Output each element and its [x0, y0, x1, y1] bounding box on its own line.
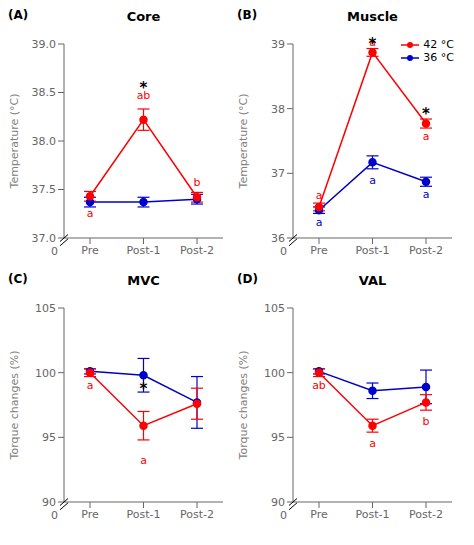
svg-text:Post-1: Post-1: [356, 508, 390, 521]
html-text:36 °C: 36 °C: [423, 51, 454, 64]
svg-text:Post-2: Post-2: [180, 508, 214, 521]
svg-text:a: a: [369, 174, 376, 187]
svg-text:105: 105: [264, 302, 285, 315]
svg-text:Post-2: Post-2: [409, 244, 443, 257]
svg-text:a: a: [316, 189, 323, 202]
svg-text:36: 36: [271, 232, 285, 245]
svg-text:38: 38: [271, 103, 285, 116]
svg-text:Pre: Pre: [310, 244, 328, 257]
svg-text:b: b: [423, 415, 430, 428]
svg-text:38.0: 38.0: [32, 135, 57, 148]
html-text:Core: Core: [126, 9, 161, 24]
svg-text:Post-2: Post-2: [180, 244, 214, 257]
svg-text:Pre: Pre: [81, 244, 99, 257]
html-text:(A): (A): [8, 8, 29, 22]
svg-text:*: *: [369, 35, 377, 53]
svg-text:Torque changes (%): Torque changes (%): [8, 351, 21, 461]
svg-text:a: a: [423, 188, 430, 201]
html-text:0: 0: [280, 509, 287, 522]
html-text:0: 0: [51, 245, 58, 258]
svg-text:Pre: Pre: [81, 508, 99, 521]
svg-text:a: a: [87, 207, 94, 220]
html-text:(C): (C): [8, 272, 28, 286]
svg-text:*: *: [140, 79, 148, 97]
html-text:(D): (D): [237, 272, 258, 286]
svg-text:95: 95: [42, 431, 56, 444]
svg-text:100: 100: [264, 367, 285, 380]
svg-text:Temperature (°C): Temperature (°C): [237, 94, 250, 190]
svg-text:39.0: 39.0: [32, 38, 57, 51]
html-text:0: 0: [51, 509, 58, 522]
svg-text:*: *: [422, 105, 430, 123]
html-text:Muscle: Muscle: [347, 9, 398, 24]
svg-text:38.5: 38.5: [32, 86, 57, 99]
svg-text:Temperature (°C): Temperature (°C): [8, 94, 21, 190]
svg-text:Pre: Pre: [310, 508, 328, 521]
svg-text:a: a: [369, 437, 376, 450]
html-text:0: 0: [280, 245, 287, 258]
svg-text:a: a: [316, 216, 323, 229]
html-text:MVC: MVC: [127, 273, 160, 288]
html-text:42 °C: 42 °C: [423, 38, 454, 51]
svg-text:Post-2: Post-2: [409, 508, 443, 521]
svg-text:ab: ab: [312, 379, 326, 392]
svg-text:*: *: [140, 380, 148, 398]
svg-text:39: 39: [271, 38, 285, 51]
html-text:(B): (B): [237, 8, 258, 22]
svg-text:37.5: 37.5: [32, 183, 57, 196]
svg-text:90: 90: [42, 496, 56, 509]
svg-text:100: 100: [35, 367, 56, 380]
svg-text:a: a: [140, 454, 147, 467]
svg-text:105: 105: [35, 302, 56, 315]
svg-text:a: a: [423, 130, 430, 143]
svg-text:37.0: 37.0: [32, 232, 57, 245]
svg-text:90: 90: [271, 496, 285, 509]
svg-text:37: 37: [271, 167, 285, 180]
svg-text:b: b: [194, 176, 201, 189]
svg-text:Post-1: Post-1: [356, 244, 390, 257]
svg-text:Post-1: Post-1: [127, 508, 161, 521]
svg-text:Post-1: Post-1: [127, 244, 161, 257]
svg-text:95: 95: [271, 431, 285, 444]
svg-text:Torque changes (%): Torque changes (%): [237, 351, 250, 461]
html-text:VAL: VAL: [358, 273, 387, 288]
svg-text:a: a: [87, 379, 94, 392]
